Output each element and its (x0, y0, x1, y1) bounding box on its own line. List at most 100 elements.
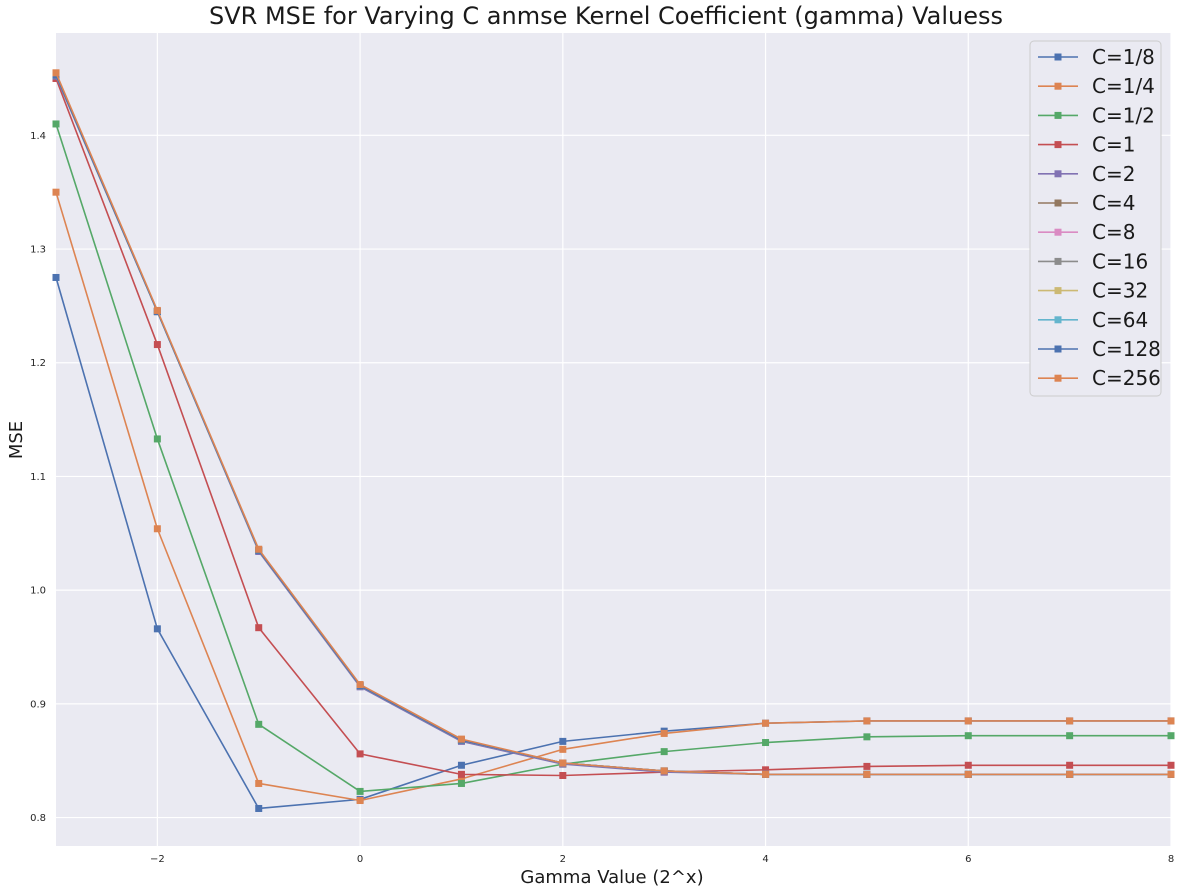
data-point (153, 306, 161, 314)
legend-label: C=128 (1092, 337, 1161, 361)
data-point (559, 759, 567, 767)
legend-label: C=8 (1092, 220, 1135, 244)
data-point (255, 779, 263, 787)
data-point (52, 188, 60, 196)
legend-label: C=16 (1092, 249, 1148, 273)
data-point (964, 761, 972, 769)
plot-area (56, 33, 1171, 846)
legend-entry: C=1/8 (1038, 45, 1155, 69)
series-C=256 (52, 69, 1175, 778)
legend-entry: C=256 (1038, 366, 1161, 390)
grid-lines (56, 33, 1172, 846)
y-tick-label: 1.0 (30, 586, 46, 597)
data-point (255, 804, 263, 812)
legend-entry: C=1 (1038, 133, 1135, 157)
series-lines (52, 69, 1175, 812)
legend-marker (1054, 228, 1062, 236)
data-point (762, 766, 770, 774)
data-point (964, 732, 972, 740)
legend-marker (1054, 287, 1062, 295)
y-tick-labels: 0.8 0.9 1.0 1.1 1.2 1.3 1.4 (30, 131, 46, 824)
data-point (457, 761, 465, 769)
legend-entry: C=1/4 (1038, 74, 1155, 98)
legend-marker (1054, 345, 1062, 353)
legend-label: C=2 (1092, 162, 1135, 186)
legend-entry: C=4 (1038, 191, 1135, 215)
y-tick-label: 1.4 (30, 131, 46, 142)
legend-entry: C=2 (1038, 162, 1135, 186)
legend-marker (1054, 111, 1062, 119)
data-point (457, 735, 465, 743)
series-line (55, 191, 1171, 802)
legend-label: C=1/4 (1092, 74, 1155, 98)
data-point (153, 625, 161, 633)
data-point (1167, 717, 1175, 725)
legend-entry: C=128 (1038, 337, 1161, 361)
legend-label: C=32 (1092, 279, 1148, 303)
data-point (255, 545, 263, 553)
legend-label: C=256 (1092, 366, 1161, 390)
data-point (52, 120, 60, 128)
data-point (255, 624, 263, 632)
x-tick-label: 6 (965, 854, 971, 865)
x-tick-label: −2 (150, 854, 165, 865)
series-line (55, 72, 1171, 776)
data-point (153, 435, 161, 443)
data-point (660, 767, 668, 775)
data-point (356, 750, 364, 758)
y-axis-label: MSE (6, 421, 27, 459)
data-point (762, 739, 770, 747)
data-point (356, 681, 364, 689)
x-axis-label: Gamma Value (2^x) (520, 867, 703, 888)
legend-entry: C=8 (1038, 220, 1135, 244)
data-point (52, 69, 60, 77)
legend-entry: C=1/2 (1038, 103, 1155, 127)
legend-entry: C=32 (1038, 279, 1148, 303)
legend-marker (1054, 82, 1062, 90)
data-point (255, 720, 263, 728)
data-point (762, 719, 770, 727)
legend-entry: C=64 (1038, 308, 1148, 332)
data-point (762, 770, 770, 778)
data-point (1167, 761, 1175, 769)
data-point (153, 341, 161, 349)
x-tick-label: 8 (1168, 854, 1174, 865)
data-point (863, 762, 871, 770)
data-point (863, 733, 871, 741)
series-C=1/4 (52, 188, 1175, 805)
data-point (964, 770, 972, 778)
data-point (660, 748, 668, 756)
series-C=1/2 (52, 120, 1175, 795)
y-tick-label: 1.3 (30, 245, 46, 256)
data-point (52, 273, 60, 281)
legend-marker (1054, 374, 1062, 382)
legend-label: C=1 (1092, 133, 1135, 157)
series-line (55, 78, 1171, 777)
data-point (457, 770, 465, 778)
data-point (457, 779, 465, 787)
legend: C=1/8 C=1/4 C=1/2 C=1 C=2 C=4 C=8 C=16 C=32 C=64 C… (1029, 40, 1162, 397)
legend-label: C=4 (1092, 191, 1135, 215)
data-point (964, 717, 972, 725)
data-point (559, 737, 567, 745)
legend-marker (1054, 257, 1062, 265)
legend-marker (1054, 53, 1062, 61)
legend-marker (1054, 170, 1062, 178)
legend-marker (1054, 199, 1062, 207)
data-point (863, 717, 871, 725)
x-tick-label: 2 (560, 854, 566, 865)
y-tick-label: 0.9 (30, 699, 46, 710)
data-point (1167, 770, 1175, 778)
data-point (457, 775, 465, 783)
x-tick-labels: −2 0 2 4 6 8 (150, 854, 1174, 865)
data-point (863, 770, 871, 778)
legend-label: C=1/2 (1092, 103, 1155, 127)
data-point (1066, 761, 1074, 769)
data-point (356, 797, 364, 805)
x-tick-label: 0 (357, 854, 363, 865)
y-tick-label: 0.8 (30, 813, 46, 824)
data-point (660, 729, 668, 737)
data-point (1066, 717, 1074, 725)
data-point (153, 525, 161, 533)
